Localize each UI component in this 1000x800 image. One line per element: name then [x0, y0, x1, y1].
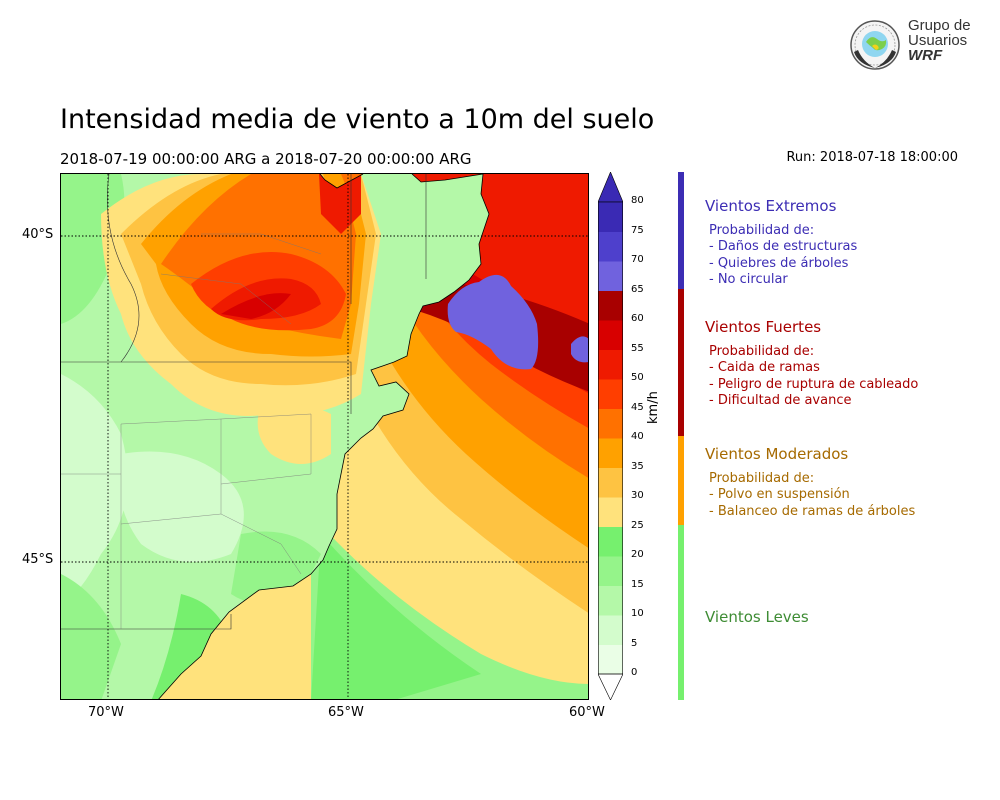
legend-fuertes-desc: Probabilidad de: - Caida de ramas - Peli… [709, 344, 919, 408]
legend-fuertes-title: Vientos Fuertes [705, 318, 822, 336]
colorbar-tick-label: 40 [631, 431, 644, 442]
severity-bar-extremos [678, 172, 684, 289]
legend-extremos-desc: Probabilidad de: - Daños de estructuras … [709, 223, 858, 287]
legend-leves-title: Vientos Leves [705, 608, 809, 626]
colorbar-tick-label: 35 [631, 460, 644, 472]
colorbar-tick-label: 80 [631, 195, 644, 206]
colorbar-tick-label: 5 [631, 637, 638, 649]
lon-label-70w: 70°W [88, 705, 124, 720]
colorbar-band [598, 526, 623, 557]
wind-map [60, 173, 589, 700]
colorbar-tick-label: 45 [631, 401, 644, 413]
globe-seal-icon [850, 20, 900, 70]
colorbar-tick-label: 30 [631, 490, 644, 501]
date-range: 2018-07-19 00:00:00 ARG a 2018-07-20 00:… [60, 150, 472, 168]
colorbar-band [598, 615, 623, 645]
severity-bar-moderados [678, 436, 684, 525]
colorbar-band [598, 202, 623, 232]
colorbar-band [598, 585, 623, 616]
colorbar-band [598, 349, 623, 380]
lat-label-45s: 45°S [22, 552, 54, 567]
colorbar-band [598, 408, 623, 439]
colorbar-extend-high [598, 172, 623, 203]
colorbar-tick-label: 75 [631, 224, 644, 236]
colorbar-band [598, 467, 623, 498]
colorbar-tick-label: 50 [631, 372, 644, 383]
colorbar-tick-label: 25 [631, 519, 644, 531]
legend-extremos-title: Vientos Extremos [705, 197, 837, 215]
colorbar-band [598, 438, 623, 468]
colorbar-band [598, 290, 623, 321]
lon-label-65w: 65°W [328, 705, 364, 720]
colorbar-tick-label: 65 [631, 283, 644, 295]
map-title: Intensidad media de viento a 10m del sue… [60, 104, 655, 135]
colorbar-extend-low [598, 673, 623, 700]
legend-moderados-title: Vientos Moderados [705, 445, 849, 463]
colorbar-band [598, 379, 623, 409]
colorbar-tick-label: 70 [631, 254, 644, 265]
colorbar-band [598, 320, 623, 350]
wrf-logo: Grupo de Usuarios WRF [848, 18, 978, 74]
colorbar-band [598, 497, 623, 527]
colorbar-tick-label: 0 [631, 667, 638, 678]
colorbar-tick-label: 55 [631, 342, 644, 354]
colorbar-band [598, 261, 623, 291]
colorbar-tick-label: 10 [631, 608, 644, 619]
run-time: Run: 2018-07-18 18:00:00 [786, 150, 958, 165]
legend-moderados-desc: Probabilidad de: - Polvo en suspensión -… [709, 471, 916, 519]
colorbar-band [598, 556, 623, 586]
colorbar-band [598, 644, 623, 675]
severity-bar-leves [678, 525, 684, 700]
logo-text: Grupo de Usuarios WRF [908, 17, 971, 64]
colorbar-band [598, 231, 623, 262]
lat-label-40s: 40°S [22, 227, 54, 242]
colorbar [598, 172, 623, 700]
colorbar-tick-label: 60 [631, 313, 644, 324]
lon-label-60w: 60°W [569, 705, 605, 720]
colorbar-tick-label: 15 [631, 578, 644, 590]
colorbar-tick-label: 20 [631, 549, 644, 560]
severity-bar-fuertes [678, 289, 684, 436]
colorbar-unit: km/h [646, 391, 661, 424]
